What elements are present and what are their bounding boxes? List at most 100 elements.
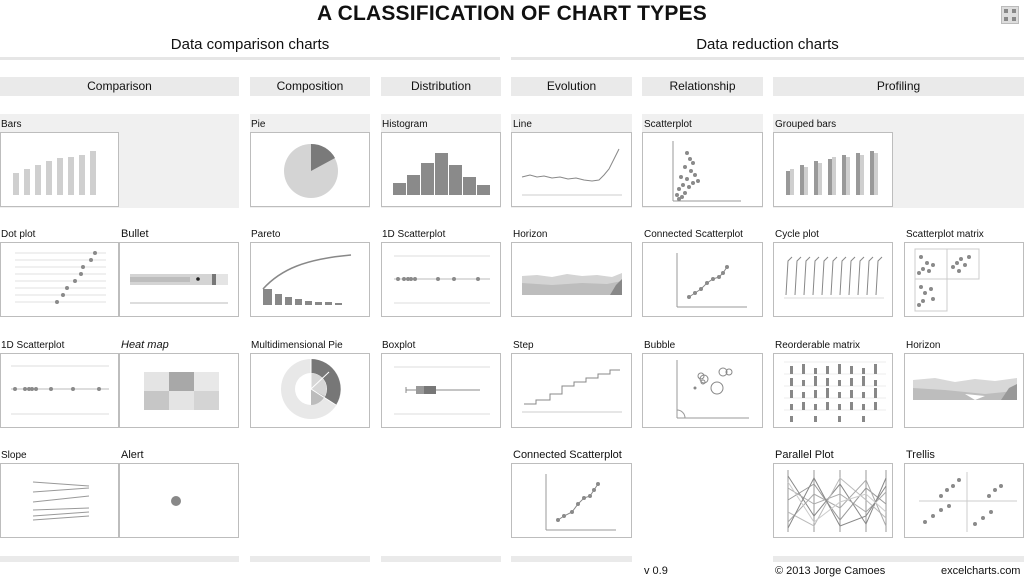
thumbnail-multidimensional-pie[interactable] xyxy=(250,353,370,428)
chart-label-slope: Slope xyxy=(1,450,27,461)
expand-icon-corner xyxy=(1012,9,1016,13)
histogram-thumb xyxy=(393,153,490,195)
chart-label-parallel-plot: Parallel Plot xyxy=(775,449,834,461)
dot-plot-thumb xyxy=(15,251,106,304)
chart-label-scatterplot: Scatterplot xyxy=(644,119,692,130)
chart-label-reorderable-matrix: Reorderable matrix xyxy=(775,340,861,351)
chart-label-bubble: Bubble xyxy=(644,340,676,351)
bottom-bar xyxy=(0,556,239,562)
section-reduction-title: Data reduction charts xyxy=(696,36,839,53)
multidimensional-pie-thumb xyxy=(281,359,341,419)
bottom-bar xyxy=(773,556,1024,562)
thumbnail-cycle-plot[interactable] xyxy=(773,242,893,317)
thumbnail-pareto[interactable] xyxy=(250,242,370,317)
chart-label-bars: Bars xyxy=(1,119,22,130)
expand-icon-corner xyxy=(1004,9,1008,13)
chart-label-histogram: Histogram xyxy=(382,119,428,130)
version-label: v 0.9 xyxy=(644,565,668,577)
chart-label-heat-map: Heat map xyxy=(121,339,169,351)
section-divider xyxy=(511,57,1024,60)
bullet-thumb xyxy=(130,274,228,304)
thumbnail-pie[interactable] xyxy=(250,132,370,207)
thumbnail-boxplot[interactable] xyxy=(381,353,501,428)
thumbnail-heat-map[interactable] xyxy=(119,353,239,428)
chart-label-horizon: Horizon xyxy=(513,229,548,240)
chart-label-step: Step xyxy=(513,340,534,351)
thumbnail-scatterplot[interactable] xyxy=(642,132,763,207)
trellis-thumb xyxy=(919,472,1017,532)
horizon-thumb xyxy=(522,273,622,295)
1d-scatterplot-thumb xyxy=(394,255,490,304)
chart-label-pareto: Pareto xyxy=(251,229,281,240)
category-profiling: Profiling xyxy=(773,77,1024,96)
cycle-plot-thumb xyxy=(784,256,884,299)
heat-map-thumb xyxy=(144,372,219,410)
chart-label-multidimensional-pie: Multidimensional Pie xyxy=(251,340,343,351)
thumbnail-bars[interactable] xyxy=(0,132,119,207)
bottom-bar xyxy=(511,556,632,562)
chart-label-1d-scatterplot: 1D Scatterplot xyxy=(1,340,65,351)
chart-label-scatterplot-matrix: Scatterplot matrix xyxy=(906,229,984,240)
site-link[interactable]: excelcharts.com xyxy=(941,565,1021,577)
category-relationship: Relationship xyxy=(642,77,763,96)
grouped-bars-thumb xyxy=(786,151,878,195)
thumbnail-scatterplot-matrix[interactable] xyxy=(904,242,1024,317)
bottom-bar xyxy=(381,556,501,562)
expand-icon-corner xyxy=(1004,17,1008,21)
category-comparison: Comparison xyxy=(0,77,239,96)
thumbnail-1d-scatterplot[interactable] xyxy=(381,242,501,317)
scatterplot-matrix-thumb xyxy=(914,248,980,312)
bottom-bar xyxy=(250,556,370,562)
connected-scatterplot-thumb xyxy=(676,253,747,308)
thumbnail-dot-plot[interactable] xyxy=(0,242,119,317)
thumbnail-horizon[interactable] xyxy=(511,242,632,317)
thumbnail-alert[interactable] xyxy=(119,463,239,538)
scatterplot-thumb xyxy=(672,141,741,202)
step-thumb xyxy=(522,369,622,413)
chart-label-horizon-profiling: Horizon xyxy=(906,340,941,351)
chart-label-alert: Alert xyxy=(121,449,144,461)
chart-label-cycle-plot: Cycle plot xyxy=(775,229,819,240)
thumbnail-histogram[interactable] xyxy=(381,132,501,207)
thumbnail-parallel-plot[interactable] xyxy=(773,463,893,538)
category-evolution: Evolution xyxy=(511,77,632,96)
bubble-thumb xyxy=(676,360,749,419)
thumbnail-step[interactable] xyxy=(511,353,632,428)
pie-thumb xyxy=(284,143,338,198)
thumbnail-bullet[interactable] xyxy=(119,242,239,317)
slope-thumb xyxy=(32,481,90,521)
thumbnail-grouped-bars[interactable] xyxy=(773,132,893,207)
connected-scatterplot-evolution-thumb xyxy=(545,474,616,531)
chart-label-connected-scatterplot: Connected Scatterplot xyxy=(644,229,743,240)
copyright-label: © 2013 Jorge Camoes xyxy=(775,565,886,577)
boxplot-thumb xyxy=(394,366,490,415)
chart-label-bullet: Bullet xyxy=(121,228,149,240)
reorderable-matrix-thumb xyxy=(784,361,886,422)
thumbnail-bubble[interactable] xyxy=(642,353,763,428)
chart-label-1d-scatterplot: 1D Scatterplot xyxy=(382,229,446,240)
line-thumb xyxy=(521,148,622,196)
category-distribution: Distribution xyxy=(381,77,501,96)
chart-label-line: Line xyxy=(513,119,532,130)
expand-icon-corner xyxy=(1012,17,1016,21)
thumbnail-connected-scatterplot[interactable] xyxy=(642,242,763,317)
chart-label-pie: Pie xyxy=(251,119,266,130)
chart-label-trellis: Trellis xyxy=(906,449,935,461)
pareto-thumb xyxy=(262,254,352,305)
thumbnail-reorderable-matrix[interactable] xyxy=(773,353,893,428)
chart-label-grouped-bars: Grouped bars xyxy=(775,119,837,130)
chart-label-connected-scatterplot-evolution: Connected Scatterplot xyxy=(513,449,622,461)
thumbnail-horizon-profiling[interactable] xyxy=(904,353,1024,428)
thumbnail-trellis[interactable] xyxy=(904,463,1024,538)
1d-scatterplot-comparison-thumb xyxy=(11,365,109,415)
thumbnail-1d-scatterplot-comparison[interactable] xyxy=(0,353,119,428)
chart-label-boxplot: Boxplot xyxy=(382,340,416,351)
thumbnail-connected-scatterplot-evolution[interactable] xyxy=(511,463,632,538)
expand-icon[interactable] xyxy=(1001,6,1019,24)
bars-thumb xyxy=(13,151,96,195)
chart-label-dot-plot: Dot plot xyxy=(1,229,36,240)
section-divider xyxy=(0,57,500,60)
thumbnail-line[interactable] xyxy=(511,132,632,207)
category-composition: Composition xyxy=(250,77,370,96)
thumbnail-slope[interactable] xyxy=(0,463,119,538)
